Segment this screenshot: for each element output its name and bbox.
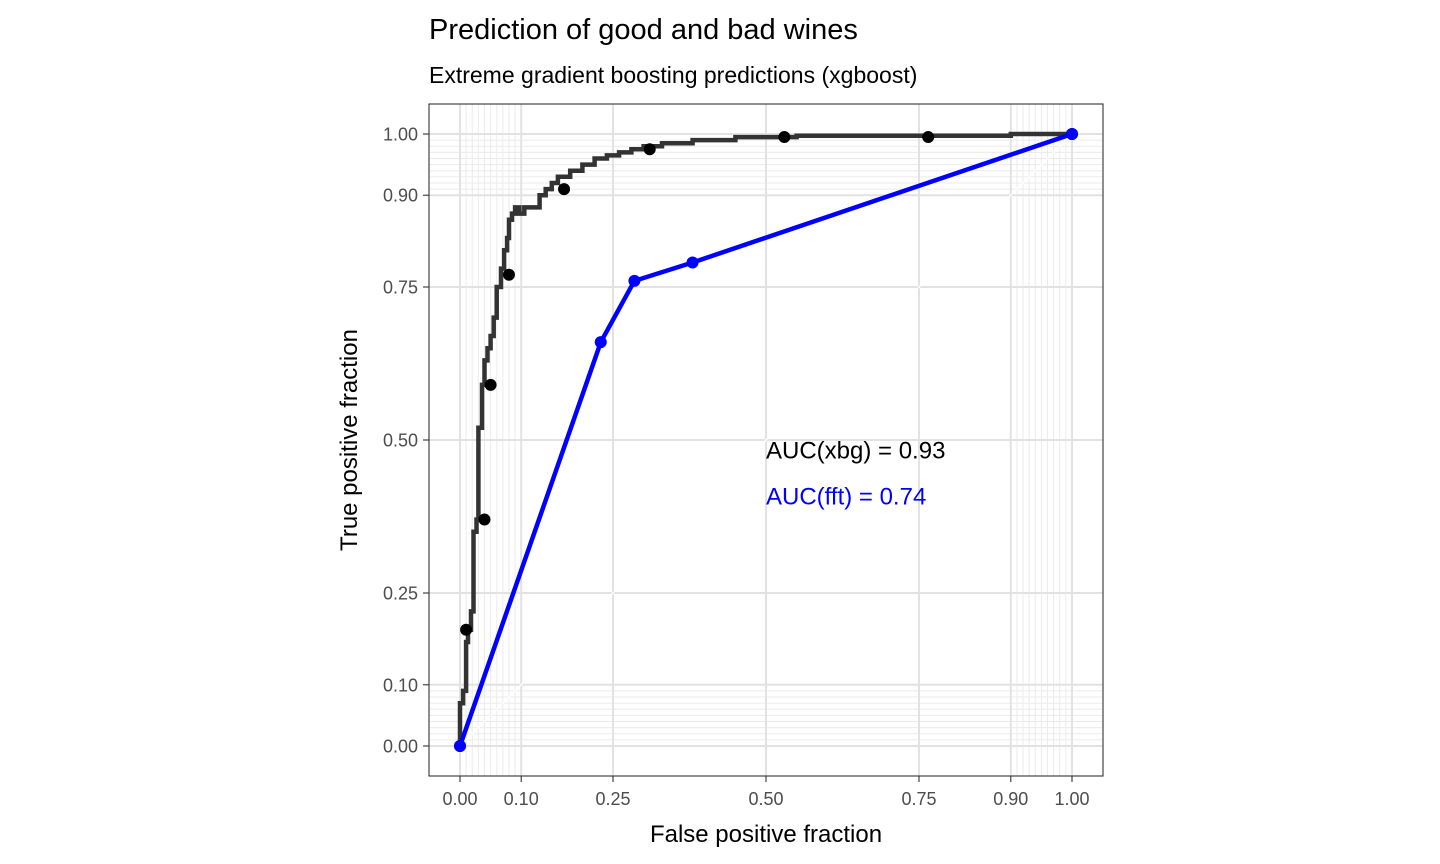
series-line-xgboost (457, 131, 1072, 746)
auc-annotation: AUC(xbg) = 0.93 (766, 437, 945, 464)
x-tick-label: 0.75 (901, 789, 936, 809)
axis-ticks: 0.00 0.10 0.25 0.50 0.75 0.90 1.00 0.00 0.10 0.25… (383, 125, 1090, 810)
diagonal-reference (459, 133, 1073, 747)
series-layer (454, 128, 1078, 752)
series-point-xgboost (558, 183, 571, 196)
diagonal-line (459, 133, 1073, 747)
series-point-xgboost (478, 513, 491, 526)
y-tick-label: 0.10 (383, 675, 418, 695)
auc-annotation: AUC(fft) = 0.74 (766, 483, 926, 510)
series-point-fft (594, 336, 607, 349)
y-tick-label: 0.90 (383, 186, 418, 206)
series-point-fft (1066, 128, 1078, 140)
x-tick-label: 1.00 (1054, 789, 1089, 809)
y-tick-label: 0.00 (383, 737, 418, 757)
x-tick-label: 0.50 (748, 789, 783, 809)
x-tick-label: 0.90 (993, 789, 1028, 809)
series-point-xgboost (778, 131, 791, 144)
series-point-fft (628, 274, 641, 287)
x-tick-label: 0.00 (442, 789, 477, 809)
y-tick-label: 0.50 (383, 431, 418, 451)
y-tick-label: 0.75 (383, 278, 418, 298)
series-point-xgboost (643, 143, 656, 156)
y-axis-title: True positive fraction (336, 329, 363, 551)
y-tick-label: 0.25 (383, 584, 418, 604)
chart-title: Prediction of good and bad wines (429, 14, 858, 46)
series-point-xgboost (484, 378, 497, 391)
x-tick-label: 0.10 (504, 789, 539, 809)
y-tick-label: 1.00 (383, 125, 418, 145)
series-point-fft (686, 256, 699, 269)
chart-subtitle: Extreme gradient boosting predictions (x… (429, 62, 917, 88)
x-tick-label: 0.25 (595, 789, 630, 809)
series-point-xgboost (460, 623, 473, 636)
x-axis-title: False positive fraction (650, 821, 882, 848)
grid (429, 104, 1103, 776)
annotations: AUC(xbg) = 0.93 AUC(fft) = 0.74 (766, 437, 945, 510)
series-point-fft (454, 740, 466, 752)
series-point-xgboost (502, 268, 515, 281)
series-point-xgboost (922, 131, 935, 144)
